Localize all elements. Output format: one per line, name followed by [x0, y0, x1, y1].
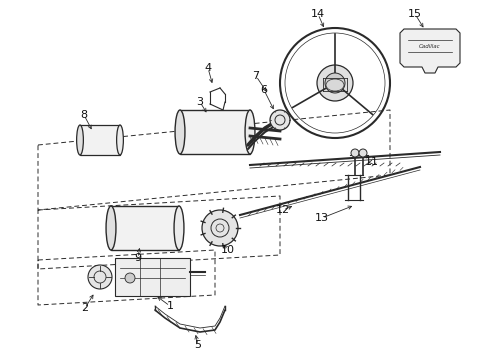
Ellipse shape — [117, 125, 123, 155]
Polygon shape — [400, 29, 460, 73]
Circle shape — [202, 210, 238, 246]
Text: Cadillac: Cadillac — [419, 44, 441, 49]
Text: 7: 7 — [252, 71, 260, 81]
Text: 8: 8 — [80, 110, 88, 120]
Bar — [180, 110, 250, 154]
Ellipse shape — [174, 206, 184, 250]
Circle shape — [351, 149, 359, 157]
Circle shape — [270, 110, 290, 130]
Text: 13: 13 — [315, 213, 329, 223]
Ellipse shape — [245, 110, 255, 154]
Bar — [115, 258, 190, 296]
Text: 5: 5 — [195, 340, 201, 350]
Text: 12: 12 — [276, 205, 290, 215]
Ellipse shape — [326, 79, 344, 91]
Circle shape — [359, 149, 367, 157]
Text: 4: 4 — [204, 63, 212, 73]
Text: 3: 3 — [196, 97, 203, 107]
Text: 10: 10 — [221, 245, 235, 255]
Ellipse shape — [175, 110, 185, 154]
Text: 2: 2 — [81, 303, 89, 313]
Circle shape — [88, 265, 112, 289]
Ellipse shape — [76, 125, 83, 155]
Bar — [80, 125, 120, 155]
Ellipse shape — [106, 206, 116, 250]
Text: 9: 9 — [134, 253, 142, 263]
Text: 6: 6 — [261, 85, 268, 95]
Text: 1: 1 — [167, 301, 173, 311]
Circle shape — [317, 65, 353, 101]
Text: 11: 11 — [365, 157, 379, 167]
Bar — [111, 206, 179, 250]
Circle shape — [125, 273, 135, 283]
Circle shape — [325, 73, 345, 93]
Text: 15: 15 — [408, 9, 422, 19]
Text: 14: 14 — [311, 9, 325, 19]
